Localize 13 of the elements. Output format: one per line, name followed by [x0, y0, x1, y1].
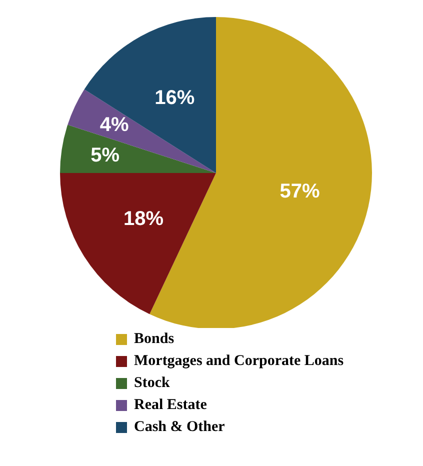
- legend-label: Stock: [134, 374, 170, 393]
- pie-slice: [60, 173, 216, 314]
- legend-label: Real Estate: [134, 396, 207, 415]
- data-label: 5%: [90, 144, 120, 166]
- data-label: 57%: [280, 180, 320, 203]
- pie-slice: [68, 89, 216, 173]
- data-label: 18%: [124, 208, 164, 230]
- legend-label: Bonds: [134, 330, 174, 349]
- data-label: 4%: [100, 114, 130, 136]
- pie-slice: [84, 17, 216, 173]
- data-label: 16%: [154, 86, 195, 109]
- legend-label: Mortgages and Corporate Loans: [134, 352, 344, 371]
- legend-label: Cash & Other: [134, 418, 225, 437]
